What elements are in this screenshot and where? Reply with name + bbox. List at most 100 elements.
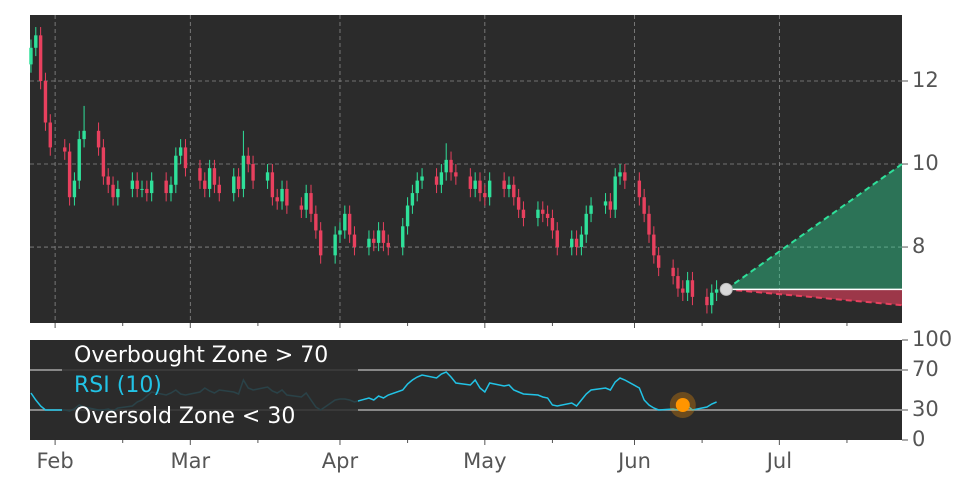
y-tick-label: 10 bbox=[912, 151, 939, 175]
candle-body bbox=[232, 176, 236, 194]
candle-body bbox=[347, 213, 352, 235]
candle-body bbox=[198, 168, 202, 181]
candle-body bbox=[203, 180, 207, 189]
candle-body bbox=[483, 193, 487, 198]
candle-body bbox=[241, 155, 246, 189]
candle-body bbox=[603, 201, 608, 206]
candle-body bbox=[473, 180, 477, 189]
candle-body bbox=[67, 151, 72, 198]
candle-body bbox=[444, 159, 448, 173]
candle-body bbox=[439, 172, 444, 185]
candle-body bbox=[623, 172, 627, 181]
y-tick-label: 0 bbox=[912, 427, 925, 451]
candle-body bbox=[386, 242, 390, 248]
candle-body bbox=[690, 280, 695, 297]
candle-body bbox=[671, 267, 675, 277]
candle-body bbox=[77, 139, 81, 181]
candle-body bbox=[705, 296, 709, 306]
candle-body bbox=[246, 155, 250, 165]
x-tick-label: Apr bbox=[322, 449, 359, 473]
candle-body bbox=[478, 180, 482, 194]
candle-body bbox=[164, 180, 168, 194]
last-price-marker bbox=[719, 282, 733, 296]
legend-box bbox=[62, 343, 358, 435]
candle-body bbox=[145, 188, 149, 194]
candle-body bbox=[512, 184, 516, 198]
candle-body bbox=[130, 180, 135, 189]
candle-body bbox=[333, 234, 337, 256]
candle-body bbox=[265, 172, 270, 181]
candle-body bbox=[545, 213, 550, 218]
candle-body bbox=[212, 168, 217, 185]
candle-body bbox=[681, 288, 685, 293]
candle-body bbox=[410, 193, 415, 206]
candle-body bbox=[82, 130, 86, 140]
candle-body bbox=[174, 155, 178, 185]
candle-body bbox=[536, 209, 540, 218]
candle-body bbox=[149, 180, 154, 194]
x-tick-label: Jul bbox=[765, 449, 792, 473]
y-tick-label: 30 bbox=[912, 397, 939, 421]
candle-body bbox=[217, 184, 221, 194]
candle-body bbox=[178, 147, 183, 156]
candle-body bbox=[608, 201, 613, 210]
candle-body bbox=[676, 276, 680, 289]
candle-body bbox=[420, 176, 424, 181]
candle-body bbox=[38, 35, 43, 81]
candle-body bbox=[169, 184, 173, 194]
candle-body bbox=[652, 234, 656, 256]
candle-body bbox=[584, 213, 588, 235]
candle-body bbox=[343, 213, 347, 231]
candle-body bbox=[116, 188, 120, 198]
candle-body bbox=[589, 205, 593, 214]
candle-body bbox=[710, 292, 714, 306]
candle-body bbox=[502, 180, 506, 189]
candle-body bbox=[140, 188, 144, 190]
candle-body bbox=[251, 164, 255, 181]
candle-body bbox=[372, 238, 376, 243]
candle-body bbox=[43, 81, 48, 123]
candle-body bbox=[338, 230, 342, 235]
candle-body bbox=[647, 213, 651, 235]
candle-body bbox=[618, 172, 622, 177]
candle-body bbox=[299, 205, 304, 210]
candle-body bbox=[352, 234, 357, 248]
candle-body bbox=[555, 230, 559, 248]
candle-body bbox=[550, 217, 555, 231]
candle-body bbox=[285, 188, 289, 206]
candle-body bbox=[309, 193, 313, 214]
candle-body bbox=[63, 147, 67, 152]
candle-body bbox=[405, 205, 410, 227]
candle-body bbox=[415, 180, 419, 194]
candle-body bbox=[570, 238, 574, 248]
candle-body bbox=[685, 280, 690, 293]
x-tick-label: May bbox=[463, 449, 506, 473]
forecast-upper-line bbox=[725, 163, 903, 291]
candle-body bbox=[507, 184, 511, 189]
candle-body bbox=[376, 230, 381, 243]
candle-body bbox=[101, 147, 106, 177]
candle-body bbox=[318, 230, 323, 256]
candle-body bbox=[111, 184, 115, 198]
candle-body bbox=[656, 255, 661, 268]
candle-body bbox=[541, 209, 545, 214]
candle-body bbox=[367, 238, 371, 248]
candle-body bbox=[574, 238, 579, 248]
candle-body bbox=[637, 180, 642, 198]
legend-overbought: Overbought Zone > 70 bbox=[74, 343, 328, 368]
candle-body bbox=[135, 180, 139, 189]
x-tick-label: Feb bbox=[37, 449, 74, 473]
candle-body bbox=[449, 159, 453, 173]
candle-body bbox=[96, 130, 101, 148]
legend-oversold: Oversold Zone < 30 bbox=[74, 404, 295, 429]
candle-body bbox=[454, 172, 458, 177]
candle-body bbox=[270, 172, 275, 198]
candle-body bbox=[401, 226, 405, 248]
candle-body bbox=[516, 197, 521, 210]
candle-body bbox=[642, 197, 646, 214]
candle-body bbox=[48, 122, 52, 148]
candle-body bbox=[29, 47, 33, 65]
x-tick-label: Mar bbox=[170, 449, 210, 473]
candle-body bbox=[468, 176, 473, 189]
